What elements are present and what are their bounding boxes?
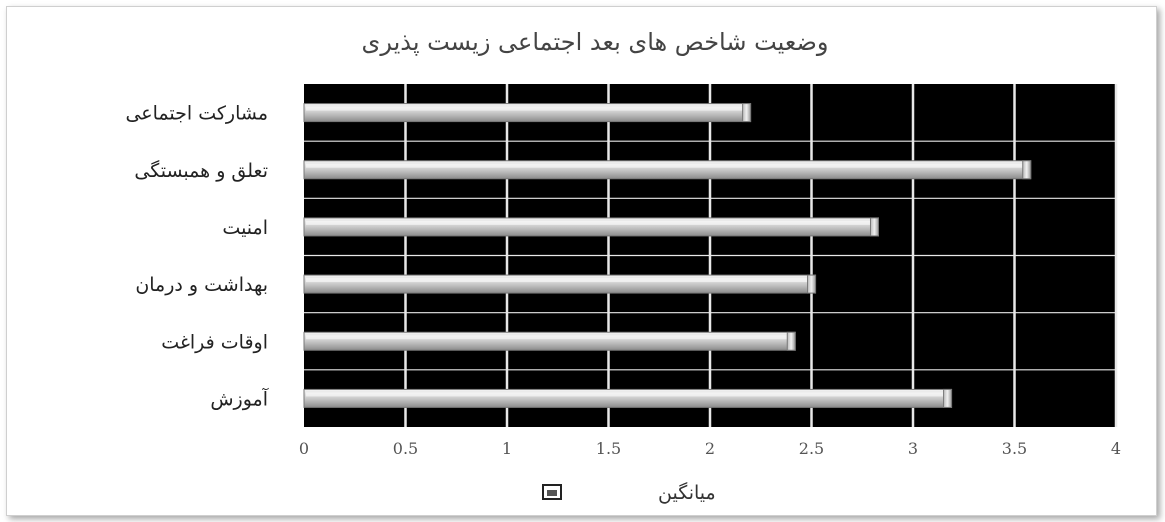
category-label: اوقات فراغت [161,331,268,353]
bar-highlight [306,220,871,225]
bar [303,103,752,123]
bar-end-cap [786,331,796,351]
category-label: آموزش [210,386,268,410]
x-tick-label: 0 [299,439,309,458]
category-label: بهداشت و درمان [135,274,268,296]
chart-title: وضعیت شاخص های بعد اجتماعی زیست پذیری [362,28,829,56]
bar [303,160,1032,180]
x-tick-label: 1 [502,439,512,458]
bar-end-cap [943,388,953,408]
bar-end-cap [742,103,752,123]
x-tick-label: 3.5 [1002,439,1027,458]
bar [303,388,953,408]
legend: میانگین [542,481,716,504]
bar-highlight [306,278,808,283]
bar-end-cap [1022,160,1032,180]
bar [303,331,796,351]
legend-label: میانگین [658,481,716,504]
legend-swatch-fill [547,490,557,496]
category-label: امنیت [222,217,268,239]
x-tick-label: 1.5 [596,439,621,458]
x-axis-ticks: 0 0.5 1 1.5 2 2.5 3 3.5 4 [299,439,1121,458]
bar-highlight [306,392,944,397]
bar [303,217,879,237]
bar-highlight [306,163,1023,168]
x-tick-label: 2.5 [799,439,824,458]
bar-highlight [306,335,788,340]
category-labels: مشارکت اجتماعی تعلق و همبستگی امنیت بهداشت … [125,103,268,411]
category-label: تعلق و همبستگی [134,159,268,182]
bar [303,274,817,294]
x-tick-label: 3 [908,439,918,458]
category-label: مشارکت اجتماعی [125,103,268,125]
x-tick-label: 0.5 [393,439,418,458]
bar-highlight [306,106,743,111]
bar-end-cap [869,217,879,237]
bar-end-cap [807,274,817,294]
plot-area [303,84,1118,427]
x-tick-label: 4 [1111,439,1121,458]
x-tick-label: 2 [705,439,715,458]
